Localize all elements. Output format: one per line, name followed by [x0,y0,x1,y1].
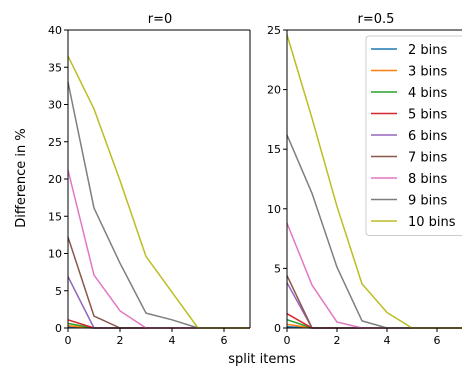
y-tick-label: 10 [48,248,62,261]
x-tick-label: 4 [169,334,176,347]
series-line-5-bins [67,319,250,329]
x-tick-label: 0 [284,334,291,347]
y-tick-label: 25 [48,136,62,149]
y-tick-label: 15 [267,143,281,156]
series-line-10-bins [67,55,250,329]
x-tick-label: 2 [334,334,341,347]
y-tick-label: 10 [267,203,281,216]
legend-label: 4 bins [408,86,448,101]
chart-title-left: r=0 [148,12,173,27]
y-tick-label: 35 [48,61,62,74]
legend-box [365,35,462,236]
plot-left-lines [67,55,250,329]
y-tick-label: 40 [48,24,62,37]
x-tick-label: 2 [117,334,124,347]
legend-label: 3 bins [408,65,448,80]
legend: 2 bins 3 bins 4 bins 5 bins 6 bins 7 bins 8 bi… [365,35,462,236]
y-tick-label: 0 [55,322,62,335]
x-tick-label: 6 [434,334,441,347]
legend-label: 10 bins [408,215,456,230]
series-line-8-bins [67,169,250,329]
series-line-8-bins [286,222,462,329]
series-line-6-bins [67,276,250,329]
legend-label: 9 bins [408,194,448,209]
legend-label: 2 bins [408,43,448,58]
x-tick-label: 6 [221,334,228,347]
legend-label: 6 bins [408,129,448,144]
legend-label: 5 bins [408,108,448,123]
series-line-7-bins [286,275,462,329]
chart-title-right: r=0.5 [358,12,395,27]
y-tick-label: 20 [48,173,62,186]
y-tick-label: 25 [267,24,281,37]
series-line-6-bins [286,282,462,329]
y-tick-label: 30 [48,99,62,112]
series-line-9-bins [67,81,250,329]
y-tick-label: 5 [55,285,62,298]
y-tick-label: 15 [48,210,62,223]
plot-right-axes: 0 5 10 15 20 25 0 2 4 6 [267,24,462,347]
y-tick-label: 0 [274,322,281,335]
y-tick-label: 20 [267,84,281,97]
plot-left-axes: 0 5 10 15 20 25 30 35 40 0 2 4 6 [48,24,251,347]
series-line-5-bins [286,313,462,329]
x-tick-label: 0 [65,334,72,347]
y-axis-label: Difference in % [14,128,29,228]
series-line-7-bins [67,236,250,329]
x-axis-label: split items [228,352,296,367]
x-tick-label: 4 [384,334,391,347]
y-tick-label: 5 [274,262,281,275]
legend-label: 8 bins [408,172,448,187]
legend-label: 7 bins [408,151,448,166]
